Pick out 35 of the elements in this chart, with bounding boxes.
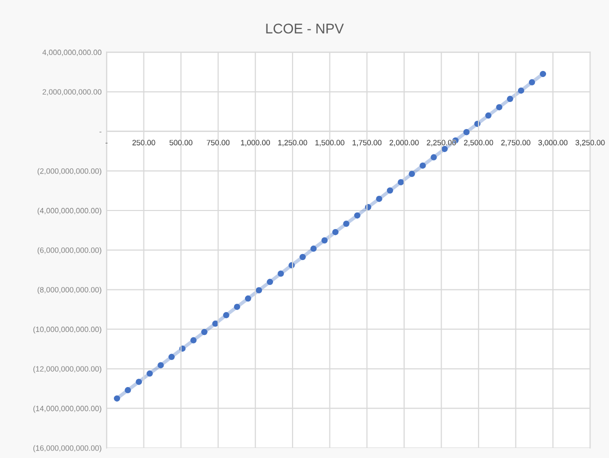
point — [408, 170, 416, 178]
point — [256, 287, 262, 294]
point — [506, 96, 514, 102]
point — [343, 220, 350, 227]
point — [146, 370, 153, 377]
point — [485, 112, 492, 119]
point — [332, 228, 339, 236]
point — [398, 179, 404, 186]
point — [386, 187, 394, 194]
point — [168, 354, 175, 360]
point — [190, 337, 197, 344]
point — [136, 378, 142, 385]
point — [528, 79, 536, 86]
point — [114, 395, 120, 402]
point — [300, 254, 306, 260]
point — [212, 320, 218, 327]
point — [278, 270, 284, 277]
point — [420, 162, 426, 169]
point — [321, 237, 328, 244]
point — [244, 295, 252, 302]
point — [518, 87, 524, 94]
point — [463, 129, 470, 136]
point — [266, 278, 274, 286]
chart-title: LCOE - NPV — [266, 24, 344, 34]
point — [430, 154, 437, 160]
point — [124, 387, 131, 394]
point — [354, 212, 360, 219]
point — [496, 104, 502, 110]
point — [376, 196, 382, 202]
point — [540, 70, 546, 78]
point — [158, 362, 164, 368]
point — [310, 246, 317, 252]
point — [223, 312, 230, 318]
point — [234, 304, 240, 310]
point — [201, 328, 208, 336]
